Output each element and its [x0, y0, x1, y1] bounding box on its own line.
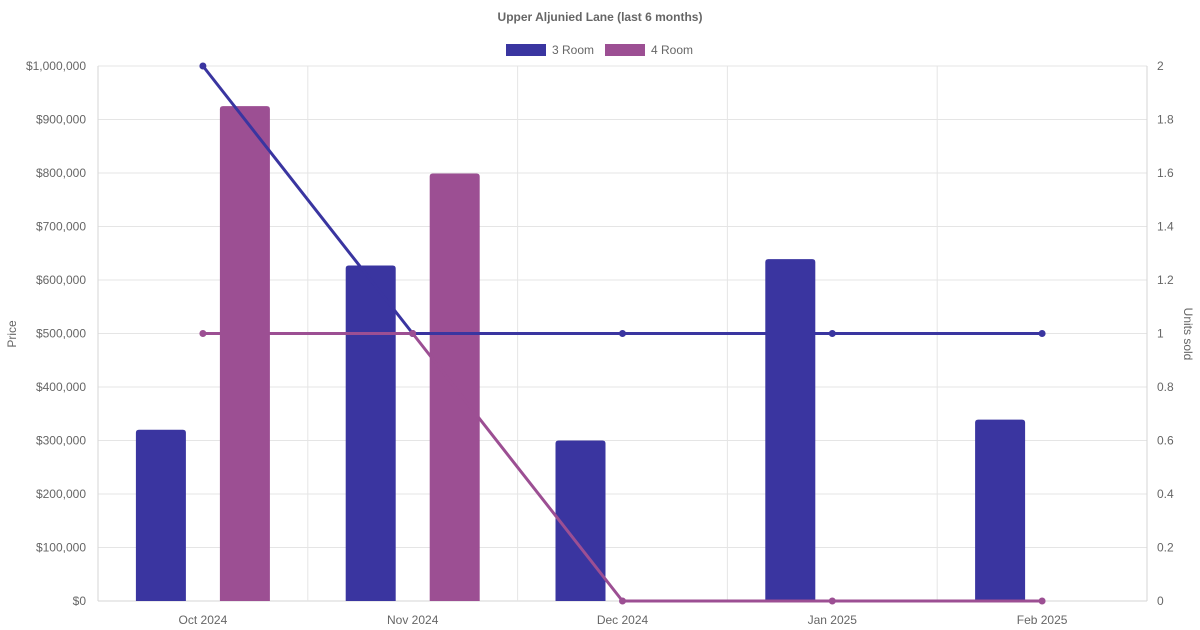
bar-3-room[interactable]: [555, 440, 606, 602]
y2-tick-label: 2: [1157, 59, 1164, 73]
point-4-room[interactable]: [1038, 597, 1046, 605]
y2-tick-label: 1.2: [1157, 273, 1174, 287]
point-4-room[interactable]: [199, 330, 207, 337]
bar-4-room[interactable]: [219, 106, 270, 601]
point-3-room[interactable]: [619, 330, 626, 337]
y-tick-label: $800,000: [36, 166, 86, 180]
y2-tick-label: 0: [1157, 594, 1164, 608]
y-tick-label: $400,000: [36, 380, 86, 394]
point-3-room[interactable]: [1038, 330, 1046, 337]
legend-label-3-room[interactable]: 3 Room: [552, 43, 594, 57]
x-axis: Oct 2024 Nov 2024 Dec 2024 Jan 2025 Feb 2025: [179, 613, 1068, 627]
y-tick-label: $100,000: [36, 541, 86, 555]
x-tick-label: Oct 2024: [179, 613, 228, 627]
point-4-room[interactable]: [828, 597, 836, 605]
chart-title: Upper Aljunied Lane (last 6 months): [498, 10, 703, 24]
y2-tick-label: 0.2: [1157, 541, 1174, 555]
y-tick-label: $600,000: [36, 273, 86, 287]
legend-swatch-3-room[interactable]: [506, 44, 546, 56]
y2-tick-label: 1: [1157, 327, 1164, 341]
y-tick-label: $700,000: [36, 220, 86, 234]
line-3-room: [201, 65, 1043, 335]
legend-swatch-4-room[interactable]: [605, 44, 645, 56]
point-4-room[interactable]: [409, 330, 417, 337]
y2-tick-label: 1.6: [1157, 166, 1174, 180]
bar-3-room[interactable]: [345, 265, 396, 601]
point-4-room[interactable]: [619, 597, 626, 605]
x-tick-label: Nov 2024: [387, 613, 439, 627]
y2-tick-label: 0.8: [1157, 380, 1174, 394]
point-3-room[interactable]: [199, 62, 207, 70]
y-axis-left: $0 $100,000 $200,000 $300,000 $400,000 $500,0…: [26, 59, 86, 608]
y-tick-label: $500,000: [36, 327, 86, 341]
y-tick-label: $0: [73, 594, 87, 608]
line-4-room: [202, 332, 1043, 603]
y-tick-label: $300,000: [36, 434, 86, 448]
y-tick-label: $200,000: [36, 487, 86, 501]
x-tick-label: Feb 2025: [1017, 613, 1068, 627]
bar-3-room[interactable]: [135, 429, 186, 601]
x-tick-label: Dec 2024: [597, 613, 649, 627]
price-bars: [135, 106, 1026, 602]
chart-legend: 3 Room 4 Room: [506, 43, 693, 57]
point-3-room[interactable]: [828, 330, 836, 337]
x-tick-label: Jan 2025: [808, 613, 858, 627]
y2-tick-label: 0.6: [1157, 434, 1174, 448]
units-sold-lines: [199, 62, 1046, 605]
bar-3-room[interactable]: [765, 259, 816, 601]
y2-tick-label: 1.4: [1157, 220, 1174, 234]
y2-tick-label: 0.4: [1157, 487, 1174, 501]
y2-axis-title: Units sold: [1181, 308, 1195, 361]
y-axis-right: 0 0.2 0.4 0.6 0.8 1 1.2 1.4 1.6 1.8 2: [1157, 59, 1174, 608]
y-tick-label: $900,000: [36, 113, 86, 127]
bar-3-room[interactable]: [975, 419, 1026, 601]
legend-label-4-room[interactable]: 4 Room: [651, 43, 693, 57]
y-tick-label: $1,000,000: [26, 59, 86, 73]
y2-tick-label: 1.8: [1157, 113, 1174, 127]
y-axis-title: Price: [5, 320, 19, 348]
